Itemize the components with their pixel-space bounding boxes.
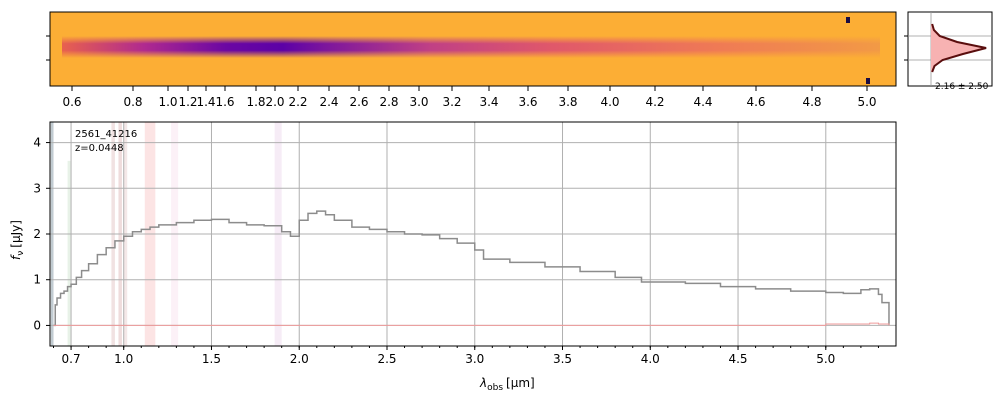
heatmap-trace-fade <box>62 36 880 58</box>
object-id-label: 2561_41216 <box>75 129 137 140</box>
heatmap-hot-pixel <box>866 78 870 84</box>
x-tick-label: 4.0 <box>641 352 660 366</box>
redshift-label: z=0.0448 <box>75 143 124 154</box>
y-tick-label: 1 <box>33 273 41 287</box>
model-line <box>53 322 890 326</box>
y-axis-title-unit: [μJy] <box>9 220 23 248</box>
heatmap-tick-label: 3.4 <box>479 95 498 109</box>
y-tick-label: 3 <box>33 181 41 195</box>
heatmap-tick-label: 3.0 <box>409 95 428 109</box>
heatmap-tick-label: 2.4 <box>319 95 338 109</box>
x-tick-label: 3.5 <box>553 352 572 366</box>
heatmap-tick-label: 3.2 <box>442 95 461 109</box>
spectrum-line <box>53 210 890 327</box>
x-axis-title-sub: obs <box>487 383 503 393</box>
heatmap-tick-label: 0.6 <box>62 95 81 109</box>
profile-annotation: 2.16 ± 2.50 <box>935 82 989 92</box>
heatmap-frame <box>49 11 897 87</box>
heatmap-tick-label: 1.8 <box>246 95 265 109</box>
heatmap-tick-label: 0.8 <box>123 95 142 109</box>
y-axis-title-sub: ν <box>16 251 26 256</box>
y-axis-title: fν [μJy] <box>9 220 26 260</box>
heatmap-tick-label: 1.6 <box>215 95 234 109</box>
heatmap-tick-label: 3.6 <box>518 95 537 109</box>
heatmap-tick-labels: 0.6 0.8 1.0 1.21.4 1.6 1.8 2.0 2.2 2.4 2.6 2.8 3.0 3… <box>62 86 877 109</box>
heatmap-tick-label: 3.8 <box>558 95 577 109</box>
y-axis-ticks: 0 1 2 3 4 <box>33 136 50 332</box>
heatmap-tick-label: 2.0 <box>265 95 284 109</box>
heatmap-tick-label: 2.8 <box>379 95 398 109</box>
spectrum-1d-panel: 0.7 1.0 1.5 2.0 2.5 3.0 3.5 4.0 4.5 5.0 0 1 2 3 4 256… <box>9 121 897 393</box>
profile-line <box>931 23 987 73</box>
x-axis-ticks: 0.7 1.0 1.5 2.0 2.5 3.0 3.5 4.0 4.5 5.0 <box>53 346 879 366</box>
heatmap-tick-label: 2.6 <box>349 95 368 109</box>
spectrum-2d-panel: 0.6 0.8 1.0 1.21.4 1.6 1.8 2.0 2.2 2.4 2.6 2.8 3.0 3… <box>46 11 897 109</box>
heatmap-tick-label: 1.2 <box>178 95 197 109</box>
heatmap-tick-label: 1.0 <box>158 95 177 109</box>
y-tick-label: 0 <box>33 318 41 332</box>
x-tick-label: 1.0 <box>114 352 133 366</box>
y-tick-label: 2 <box>33 227 41 241</box>
x-tick-label: 0.7 <box>62 352 81 366</box>
x-tick-label: 5.0 <box>816 352 835 366</box>
x-tick-label: 4.5 <box>728 352 747 366</box>
x-axis-title-unit: [μm] <box>506 376 535 390</box>
x-tick-label: 1.5 <box>202 352 221 366</box>
profile-fill <box>931 24 987 72</box>
x-axis-title: λobs [μm] <box>479 376 535 393</box>
heatmap-tick-label: 2.2 <box>288 95 307 109</box>
y-tick-label: 4 <box>33 136 41 150</box>
x-tick-label: 2.5 <box>377 352 396 366</box>
series-group <box>53 210 890 327</box>
heatmap-tick-label: 1.4 <box>196 95 215 109</box>
profile-panel: 2.16 ± 2.50 <box>904 11 993 92</box>
heatmap-tick-label: 4.6 <box>746 95 765 109</box>
heatmap-tick-label: 4.8 <box>802 95 821 109</box>
heatmap-hot-pixel <box>846 17 850 23</box>
x-tick-label: 2.0 <box>290 352 309 366</box>
heatmap-tick-label: 4.4 <box>693 95 712 109</box>
heatmap-tick-label: 4.2 <box>645 95 664 109</box>
x-axis-title-main: λ <box>479 376 487 390</box>
y-axis-title-main: f <box>9 254 23 260</box>
x-tick-label: 3.0 <box>465 352 484 366</box>
heatmap-tick-label: 5.0 <box>857 95 876 109</box>
line-band <box>67 160 72 346</box>
heatmap-tick-label: 4.0 <box>600 95 619 109</box>
